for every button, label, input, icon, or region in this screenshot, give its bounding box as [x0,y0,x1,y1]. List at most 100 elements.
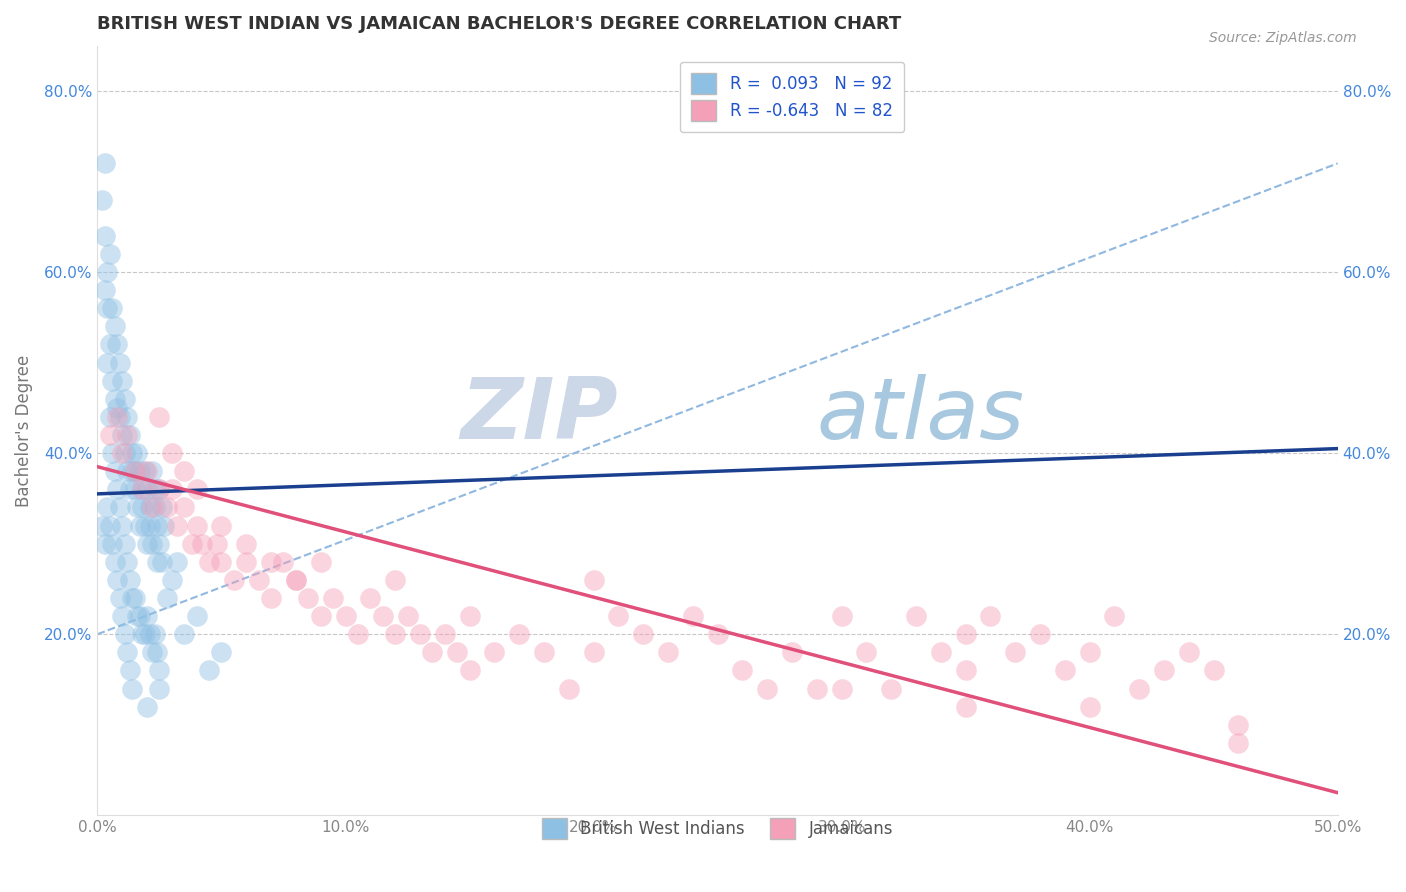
Point [484,645,506,659]
Point [104,319,127,334]
Point [1202,664,1225,678]
Point [211,518,233,533]
Point [260,591,283,605]
Point [108,591,131,605]
Point [136,536,159,550]
Point [955,627,977,641]
Point [186,609,208,624]
Point [166,518,188,533]
Point [111,428,134,442]
Point [359,591,381,605]
Point [146,555,169,569]
Point [190,536,212,550]
Point [309,555,332,569]
Point [104,555,127,569]
Point [121,446,143,460]
Point [1078,699,1101,714]
Text: ZIP: ZIP [461,374,619,457]
Point [929,645,952,659]
Point [101,374,124,388]
Point [121,591,143,605]
Point [631,627,654,641]
Point [160,483,183,497]
Point [173,500,195,515]
Point [98,518,121,533]
Point [235,536,257,550]
Point [98,428,121,442]
Point [260,555,283,569]
Point [98,247,121,261]
Point [146,645,169,659]
Point [114,446,136,460]
Point [831,609,853,624]
Point [136,609,159,624]
Point [198,664,221,678]
Point [309,609,332,624]
Point [127,609,149,624]
Point [150,500,173,515]
Point [1053,664,1076,678]
Point [322,591,344,605]
Point [94,156,117,170]
Point [198,555,221,569]
Point [124,483,146,497]
Point [118,664,141,678]
Point [138,627,160,641]
Point [657,645,679,659]
Point [156,591,179,605]
Point [205,536,228,550]
Point [153,518,176,533]
Point [128,609,150,624]
Point [136,483,159,497]
Point [211,645,233,659]
Point [1104,609,1126,624]
Point [108,409,131,424]
Point [143,627,166,641]
Point [141,500,163,515]
Point [141,645,163,659]
Point [143,483,166,497]
Point [105,409,128,424]
Point [91,193,114,207]
Point [186,518,208,533]
Point [420,645,443,659]
Point [115,555,138,569]
Point [131,500,153,515]
Point [706,627,728,641]
Point [186,483,208,497]
Point [127,446,149,460]
Point [98,409,121,424]
Point [105,337,128,351]
Point [582,645,605,659]
Point [156,500,179,515]
Point [105,483,128,497]
Point [124,591,146,605]
Point [396,609,419,624]
Point [1227,736,1250,750]
Point [96,265,118,279]
Point [108,500,131,515]
Point [335,609,357,624]
Point [904,609,927,624]
Point [148,483,170,497]
Point [855,645,877,659]
Point [148,409,170,424]
Point [1029,627,1052,641]
Point [1153,664,1175,678]
Point [124,464,146,478]
Point [111,609,134,624]
Point [211,555,233,569]
Point [682,609,704,624]
Text: Source: ZipAtlas.com: Source: ZipAtlas.com [1209,31,1357,45]
Point [1004,645,1026,659]
Point [115,409,138,424]
Point [96,301,118,316]
Point [115,645,138,659]
Point [508,627,530,641]
Point [104,464,127,478]
Point [101,301,124,316]
Point [150,555,173,569]
Point [115,464,138,478]
Point [134,464,156,478]
Point [955,664,977,678]
